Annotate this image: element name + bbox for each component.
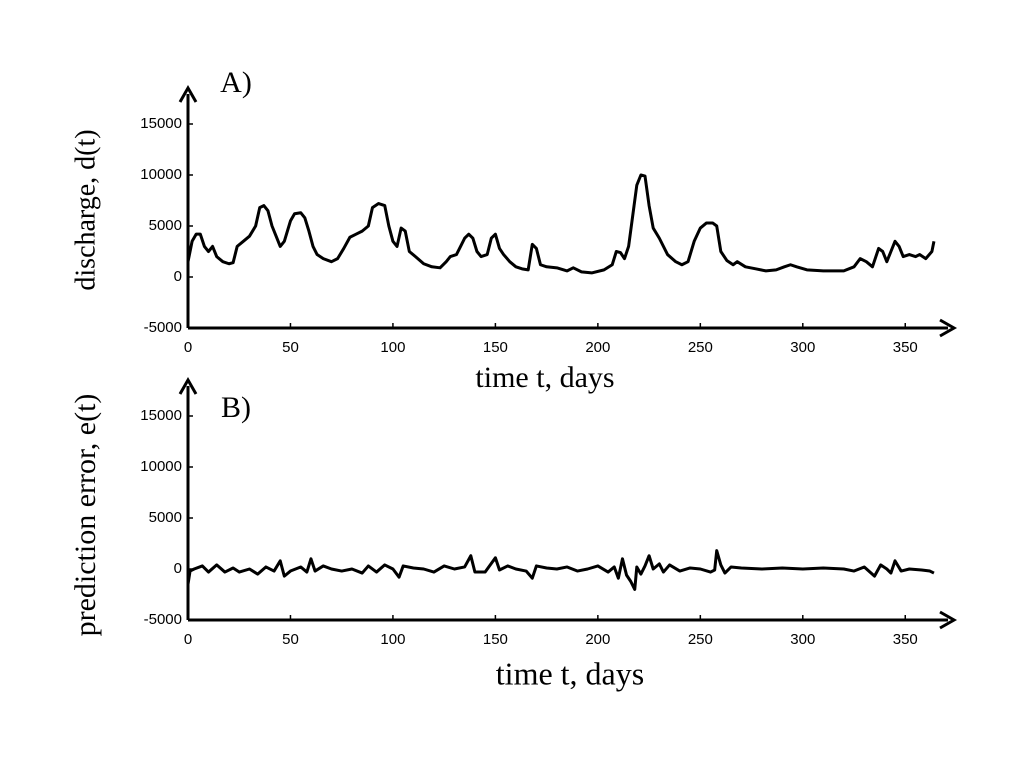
y-tick-label: 0: [174, 268, 182, 285]
x-tick-label: 300: [790, 339, 815, 356]
y-tick-label: -5000: [144, 611, 182, 628]
line: [186, 549, 935, 591]
y-tick-label: 0: [174, 560, 182, 577]
y-tick-label: 15000: [140, 407, 182, 424]
y-tick-label: 10000: [140, 458, 182, 475]
x-tick-label: 50: [282, 631, 299, 648]
y-tick-label: 5000: [149, 509, 182, 526]
x-tick-label: 200: [585, 339, 610, 356]
y-tick-label: -5000: [144, 319, 182, 336]
y-tick-label: 15000: [140, 115, 182, 132]
y-axis-label: prediction error, e(t): [69, 394, 102, 637]
panel-label: B): [221, 391, 251, 424]
x-tick-label: 350: [893, 631, 918, 648]
x-tick-label: 150: [483, 631, 508, 648]
x-tick-label: 250: [688, 339, 713, 356]
x-tick-label: 100: [380, 339, 405, 356]
x-tick-label: 200: [585, 631, 610, 648]
x-axis-arrow: [939, 610, 958, 630]
x-axis-label: time t, days: [475, 361, 614, 394]
x-tick-label: 0: [184, 631, 192, 648]
panel-label: A): [220, 66, 252, 99]
line: [186, 173, 936, 275]
y-axis-label: discharge, d(t): [70, 129, 101, 290]
y-tick-label: 5000: [149, 217, 182, 234]
x-tick-label: 250: [688, 631, 713, 648]
x-axis-label: time t, days: [496, 655, 644, 691]
x-tick-label: 300: [790, 631, 815, 648]
x-tick-label: 100: [380, 631, 405, 648]
y-tick-label: 10000: [140, 166, 182, 183]
y-axis-arrow: [178, 84, 198, 103]
x-axis-arrow: [939, 318, 958, 338]
x-tick-label: 150: [483, 339, 508, 356]
x-tick-label: 350: [893, 339, 918, 356]
y-axis-arrow: [178, 376, 198, 395]
x-tick-label: 50: [282, 339, 299, 356]
x-tick-label: 0: [184, 339, 192, 356]
